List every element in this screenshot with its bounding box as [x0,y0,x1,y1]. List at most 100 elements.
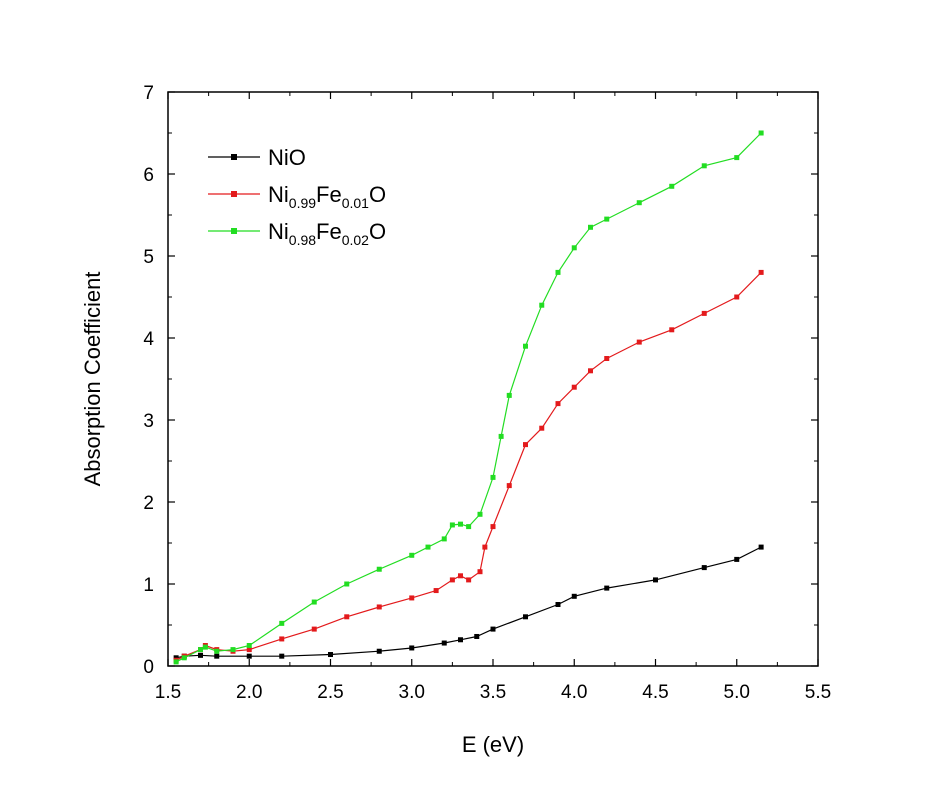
data-point [571,593,577,599]
data-point [588,224,593,230]
y-tick-label: 1 [143,575,154,596]
series-Ni0.99Fe0.01O [173,269,764,663]
y-axis-title: Absorption Coefficient [80,272,105,487]
data-point [279,653,285,659]
data-point [458,521,463,527]
y-tick-label: 7 [143,83,154,104]
legend-swatch-marker [231,228,237,234]
data-point [246,653,252,659]
data-point [279,620,285,626]
data-point [181,655,187,661]
data-point [701,163,707,169]
series-lines [173,130,764,665]
data-point [311,626,317,632]
data-point [734,294,740,300]
data-point [425,544,431,550]
data-point [506,483,512,489]
data-point [458,637,463,643]
data-point [604,216,610,222]
data-point [409,595,415,601]
legend-swatch-marker [231,191,237,197]
data-point [498,433,504,439]
legend-item: NiO [208,145,306,170]
series-NiO [173,544,764,661]
data-point [571,384,577,390]
legend-item: Ni0.99Fe0.01O [208,182,386,211]
data-point [490,474,496,480]
y-tick-label: 2 [143,493,154,514]
data-point [376,648,382,654]
y-tick-label: 4 [143,329,154,350]
y-tick-label: 3 [143,411,154,432]
data-point [344,614,350,620]
x-tick-label: 2.0 [236,682,262,703]
data-point [198,647,203,653]
data-point [466,577,472,583]
data-point [758,544,764,550]
data-point [701,310,707,316]
data-point [279,636,285,642]
y-tick-label: 0 [143,657,154,678]
x-tick-label: 3.0 [399,682,425,703]
data-point [477,511,483,517]
x-tick-label: 5.0 [724,682,750,703]
data-point [555,602,561,607]
data-point [344,581,350,587]
data-point [202,644,208,650]
data-point [376,566,382,572]
data-point [449,522,455,528]
data-point [490,524,496,530]
data-point [758,269,764,275]
data-point [588,368,593,374]
axis-ticks: 1.5 2.0 2.5 3.0 3.5 4.0 4.5 5.0 5.5 0 1 2 3 4 5 6 7 [143,83,831,703]
data-point [523,614,528,620]
series-line [175,132,762,663]
series-Ni0.98Fe0.02O [173,130,764,665]
data-point [477,569,483,575]
data-point [466,524,472,530]
series-line [175,546,762,659]
legend-label: NiO [268,145,306,170]
data-point [449,577,455,583]
data-point [604,356,610,361]
data-point [441,640,447,646]
x-tick-label: 4.0 [561,682,587,703]
data-point [482,544,488,550]
data-point [758,130,764,136]
x-axis-title: E (eV) [462,732,524,757]
data-point [409,552,415,558]
data-point [328,652,333,658]
data-point [198,652,203,658]
data-point [734,556,740,562]
data-point [506,392,512,398]
legend-label: Ni0.98Fe0.02O [268,219,386,248]
data-point [441,536,447,542]
data-point [523,343,528,349]
data-point [669,183,675,189]
data-point [555,269,561,275]
data-point [636,339,642,345]
data-point [458,573,463,579]
data-point [214,653,220,659]
data-point [376,604,382,610]
x-tick-label: 5.5 [805,682,831,703]
data-point [474,633,480,639]
data-point [311,599,317,605]
y-tick-label: 5 [143,247,154,268]
legend: NiO Ni0.99Fe0.01O Ni0.98Fe0.02O [208,145,386,248]
data-point [669,327,675,333]
data-point [539,302,545,308]
data-point [734,155,740,161]
data-point [230,647,236,653]
data-point [246,643,252,648]
x-tick-label: 2.5 [317,682,343,703]
data-point [246,647,252,653]
data-point [539,425,545,431]
legend-item: Ni0.98Fe0.02O [208,219,386,248]
data-point [214,648,220,654]
data-point [523,442,528,448]
data-point [701,565,707,571]
y-tick-label: 6 [143,165,154,186]
x-tick-label: 1.5 [155,682,181,703]
